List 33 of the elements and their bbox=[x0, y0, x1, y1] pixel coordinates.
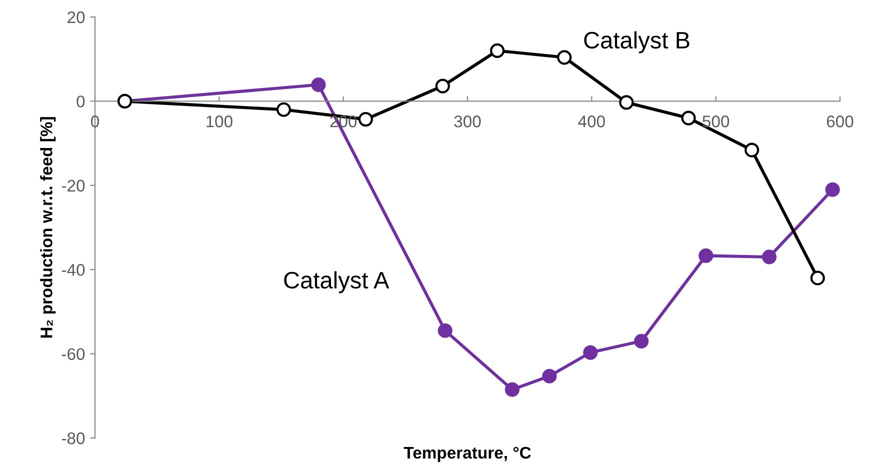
point bbox=[744, 142, 760, 158]
point bbox=[681, 110, 696, 126]
point bbox=[619, 95, 634, 110]
y-tick-label: -20 bbox=[62, 180, 85, 192]
point bbox=[698, 248, 714, 263]
point bbox=[276, 102, 292, 117]
x-axis-title: Temperature, °C bbox=[404, 446, 531, 462]
point bbox=[490, 43, 505, 58]
series-label: Catalyst B bbox=[584, 31, 690, 54]
y-axis-title: H₂ production w.r.t. feed [%] bbox=[40, 117, 56, 338]
point bbox=[358, 112, 373, 127]
y-tick-label: 20 bbox=[68, 11, 85, 24]
point bbox=[634, 334, 649, 348]
y-tick-label: -60 bbox=[62, 348, 85, 360]
x-tick-label: 600 bbox=[826, 116, 854, 128]
point bbox=[504, 382, 520, 397]
point bbox=[557, 50, 572, 65]
x-tick-label: 300 bbox=[454, 116, 481, 128]
y-tick-label: -80 bbox=[62, 432, 85, 444]
point bbox=[435, 78, 450, 94]
x-tick-label: 500 bbox=[702, 116, 730, 128]
point bbox=[438, 323, 452, 338]
point bbox=[311, 77, 326, 92]
x-tick-label: 100 bbox=[206, 116, 232, 128]
series-label: Catalyst A bbox=[284, 271, 390, 294]
point bbox=[542, 368, 557, 384]
point bbox=[583, 345, 598, 360]
x-tick-label: 400 bbox=[578, 116, 605, 128]
point bbox=[825, 182, 840, 197]
y-tick-label: -40 bbox=[62, 264, 85, 276]
y-tick-label: 0 bbox=[76, 96, 85, 108]
point bbox=[762, 250, 777, 264]
point bbox=[810, 270, 825, 286]
